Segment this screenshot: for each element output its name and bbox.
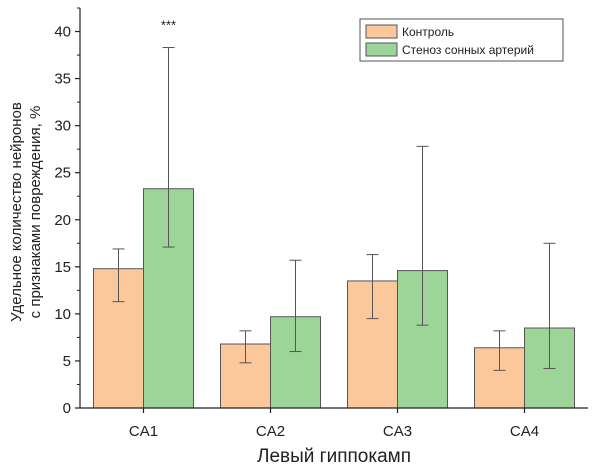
axes-layer [79,8,588,409]
x-tick-label-ca1: CA1 [129,423,158,440]
legend-label-stenosis: Стеноз сонных артерий [402,43,534,57]
y-tick-label-20: 20 [54,212,71,229]
legend: Контроль Стеноз сонных артерий [359,18,564,62]
y-tick-label-0: 0 [63,400,71,417]
error-bars-layer [112,47,556,371]
legend-swatch-control [365,24,398,39]
legend-swatch-stenosis [365,42,398,57]
x-axis-label: Левый гиппокамп [257,446,411,467]
significance-annotation-0: *** [161,18,176,33]
y-tick-label-30: 30 [54,118,71,135]
y-tick-label-15: 15 [54,259,71,276]
x-tick-label-ca2: CA2 [256,423,285,440]
annotations-layer: *** [161,18,176,33]
ticks-layer: CA1 CA2 CA3 CA4 0 5 10 15 20 25 30 35 40 [54,7,539,440]
y-axis-label-line-2: с признаками повреждения, % [27,106,44,319]
y-tick-label-25: 25 [54,165,71,182]
y-tick-label-5: 5 [63,353,71,370]
y-axis-label-line-1: Удельное количество нейронов [8,102,25,322]
y-tick-label-10: 10 [54,306,71,323]
x-tick-label-ca3: CA3 [383,423,412,440]
bars-layer [93,188,575,409]
y-tick-label-40: 40 [54,24,71,41]
legend-label-control: Контроль [402,25,454,39]
x-tick-label-ca4: CA4 [510,423,539,440]
y-tick-label-35: 35 [54,71,71,88]
